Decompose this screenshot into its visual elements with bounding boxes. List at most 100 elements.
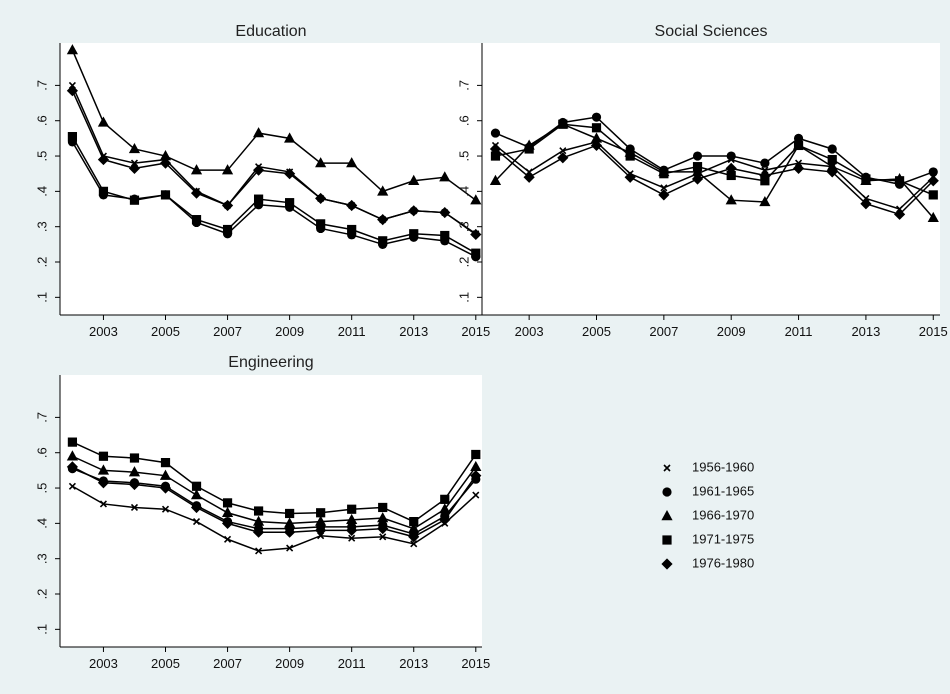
- data-point: [826, 160, 838, 171]
- data-point: [68, 482, 76, 490]
- legend-marker: [662, 487, 672, 497]
- data-point: [725, 194, 737, 205]
- data-point: [827, 154, 837, 165]
- data-point: [826, 166, 838, 178]
- data-point: [252, 164, 265, 176]
- x-tick-label: 2005: [582, 324, 611, 339]
- y-tick-label: .3: [34, 221, 49, 232]
- legend-marker: [662, 535, 672, 545]
- data-point: [440, 494, 450, 504]
- data-point: [221, 164, 234, 175]
- y-tick-label: .2: [34, 589, 49, 600]
- panel-title: Education: [235, 23, 306, 40]
- y-tick-label: .4: [34, 518, 49, 529]
- data-point: [159, 469, 172, 480]
- data-point: [792, 162, 805, 175]
- data-point: [346, 524, 358, 537]
- data-point: [252, 515, 265, 526]
- data-point: [286, 544, 294, 552]
- data-point: [128, 478, 141, 491]
- data-point: [316, 219, 326, 229]
- data-point: [284, 168, 296, 180]
- data-point: [129, 195, 140, 205]
- series-line: [72, 485, 477, 552]
- legend-item: 1956-1960: [663, 459, 754, 474]
- x-tick-label: 2007: [213, 324, 242, 339]
- series-line: [495, 141, 934, 210]
- data-point: [439, 171, 451, 182]
- plot-area: [60, 375, 482, 647]
- data-point: [377, 185, 389, 196]
- y-tick-label: .7: [34, 80, 49, 91]
- data-point: [285, 198, 295, 208]
- data-point: [346, 513, 358, 525]
- data-point: [97, 153, 110, 166]
- x-tick-label: 2011: [338, 324, 366, 339]
- data-point: [692, 162, 703, 172]
- data-point: [66, 44, 79, 55]
- x-tick-label: 2013: [851, 324, 880, 339]
- data-point: [439, 206, 451, 219]
- y-tick-label: .2: [456, 257, 471, 268]
- data-point: [191, 481, 202, 491]
- data-point: [470, 470, 482, 482]
- data-point: [346, 157, 358, 168]
- data-point: [558, 119, 568, 129]
- x-tick-label: 2015: [919, 324, 948, 339]
- data-point: [97, 477, 110, 489]
- series-line: [72, 441, 477, 523]
- x-tick-label: 2013: [399, 324, 428, 339]
- x-tick-label: 2013: [399, 656, 428, 671]
- y-tick-label: .7: [456, 80, 471, 91]
- data-point: [489, 174, 502, 185]
- legend-item: 1961-1965: [662, 483, 754, 498]
- series-line: [495, 116, 934, 186]
- legend-item: 1971-1975: [662, 531, 754, 546]
- data-point: [472, 491, 480, 499]
- series-line: [71, 141, 477, 258]
- series-line: [72, 455, 477, 530]
- x-tick-label: 2007: [213, 656, 242, 671]
- legend: 1956-1960 1961-1965 1966-1970 1971-1975 1976…: [661, 459, 754, 570]
- data-point: [471, 449, 481, 460]
- data-point: [928, 167, 938, 177]
- x-tick-label: 2011: [785, 324, 813, 339]
- series-1976-1980: [66, 461, 482, 543]
- data-point: [490, 151, 501, 161]
- series-line: [494, 123, 934, 219]
- data-point: [893, 208, 906, 220]
- legend-label: 1956-1960: [692, 459, 754, 474]
- data-point: [347, 224, 357, 235]
- data-point: [410, 540, 418, 548]
- data-point: [691, 173, 704, 185]
- data-point: [927, 211, 939, 223]
- data-point: [377, 523, 389, 535]
- series-line: [71, 90, 477, 236]
- data-point: [159, 150, 172, 161]
- panel-title: Social Sciences: [655, 23, 768, 40]
- data-point: [861, 174, 871, 184]
- x-tick-label: 2009: [275, 656, 304, 671]
- data-point: [190, 187, 203, 199]
- data-point: [159, 157, 172, 169]
- data-point: [159, 482, 172, 494]
- data-point: [378, 236, 388, 246]
- data-point: [379, 533, 387, 541]
- y-tick-label: .4: [456, 186, 471, 197]
- data-point: [489, 143, 502, 155]
- data-point: [470, 460, 482, 472]
- y-tick-label: .5: [34, 151, 49, 162]
- data-point: [128, 142, 141, 154]
- data-point: [759, 195, 771, 207]
- data-point: [793, 133, 804, 143]
- x-tick-label: 2003: [515, 324, 544, 339]
- data-point: [793, 140, 804, 151]
- data-point: [97, 116, 110, 127]
- data-point: [67, 132, 78, 142]
- y-tick-label: .5: [34, 483, 49, 494]
- data-point: [222, 224, 233, 235]
- data-point: [315, 524, 327, 537]
- data-point: [760, 158, 770, 168]
- data-point: [221, 517, 234, 529]
- series-line: [494, 144, 934, 216]
